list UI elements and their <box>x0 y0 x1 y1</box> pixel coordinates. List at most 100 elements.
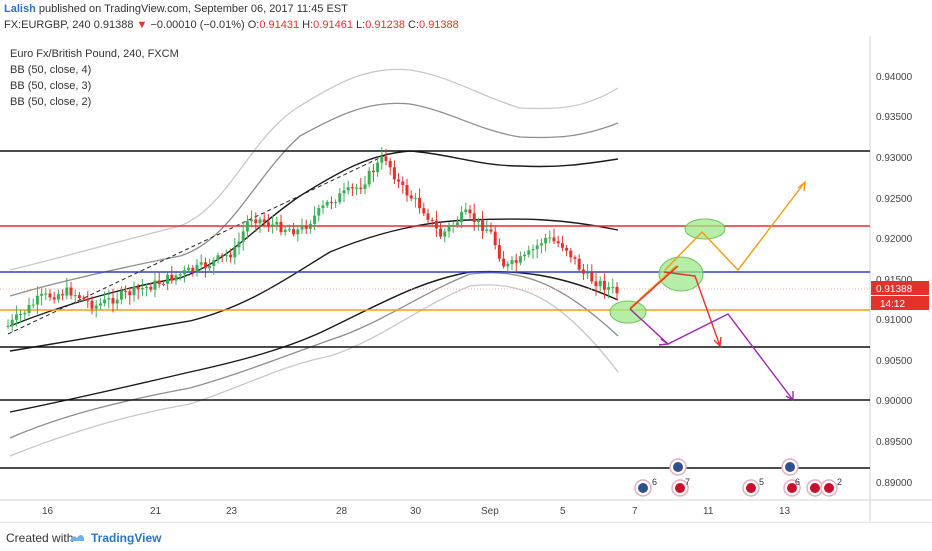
candle-body[interactable] <box>380 156 384 163</box>
candle-body[interactable] <box>229 254 233 258</box>
candle-body[interactable] <box>119 290 123 300</box>
candle-body[interactable] <box>157 280 161 284</box>
candle-body[interactable] <box>52 297 56 300</box>
candle-body[interactable] <box>434 220 438 229</box>
legend-item-bb3[interactable]: BB (50, close, 3) <box>10 80 92 92</box>
candle-body[interactable] <box>65 287 69 296</box>
orange-arrow-path[interactable] <box>664 181 806 272</box>
candle-body[interactable] <box>560 243 564 248</box>
candle-body[interactable] <box>224 254 228 256</box>
candle-body[interactable] <box>447 226 451 232</box>
candle-body[interactable] <box>346 187 350 191</box>
candle-body[interactable] <box>321 205 325 209</box>
candle-body[interactable] <box>237 241 241 248</box>
legend-item-bb2[interactable]: BB (50, close, 2) <box>10 96 92 108</box>
tradingview-brand-link[interactable]: TradingView <box>91 531 162 545</box>
candle-body[interactable] <box>283 229 287 233</box>
candle-body[interactable] <box>82 298 86 300</box>
candle-body[interactable] <box>153 280 157 290</box>
candle-body[interactable] <box>439 228 443 237</box>
candle-body[interactable] <box>27 304 31 313</box>
candle-body[interactable] <box>489 229 493 232</box>
candle-body[interactable] <box>94 305 98 309</box>
candle-body[interactable] <box>258 219 262 224</box>
candle-body[interactable] <box>502 258 506 267</box>
candle-body[interactable] <box>279 221 283 233</box>
candle-body[interactable] <box>48 293 52 298</box>
author-link[interactable]: Lalish <box>4 3 36 15</box>
purple-arrow-path[interactable] <box>629 308 794 401</box>
candle-body[interactable] <box>460 211 464 223</box>
candle-body[interactable] <box>19 314 23 316</box>
candle-body[interactable] <box>518 256 522 263</box>
candle-body[interactable] <box>6 325 10 327</box>
candle-body[interactable] <box>355 187 359 189</box>
candle-body[interactable] <box>313 215 317 224</box>
candle-body[interactable] <box>506 264 510 267</box>
projection-arrows[interactable] <box>629 180 806 402</box>
trend-line[interactable] <box>7 153 389 335</box>
candle-body[interactable] <box>405 185 409 196</box>
candle-body[interactable] <box>195 264 199 272</box>
candle-body[interactable] <box>392 167 396 180</box>
candle-body[interactable] <box>573 257 577 259</box>
candle-body[interactable] <box>334 202 338 204</box>
candle-body[interactable] <box>548 237 552 239</box>
candle-body[interactable] <box>371 170 375 173</box>
highlight-ellipse[interactable] <box>609 300 647 324</box>
candle-body[interactable] <box>426 213 430 220</box>
candle-body[interactable] <box>594 281 598 287</box>
candle-body[interactable] <box>90 300 94 309</box>
candle-body[interactable] <box>565 247 569 251</box>
candle-body[interactable] <box>317 208 321 216</box>
candle-body[interactable] <box>31 304 35 306</box>
candle-body[interactable] <box>178 274 182 276</box>
candle-body[interactable] <box>233 247 237 258</box>
candle-body[interactable] <box>544 237 548 244</box>
candle-body[interactable] <box>581 269 585 274</box>
candle-body[interactable] <box>308 223 312 229</box>
candle-body[interactable] <box>418 197 422 209</box>
candle-body[interactable] <box>266 222 270 226</box>
candle-body[interactable] <box>304 226 308 229</box>
candle-body[interactable] <box>342 190 346 194</box>
candle-body[interactable] <box>556 241 560 244</box>
candle-body[interactable] <box>510 260 514 265</box>
candle-body[interactable] <box>607 287 611 290</box>
candle-body[interactable] <box>98 303 102 306</box>
candlestick-series[interactable] <box>6 147 619 332</box>
candle-body[interactable] <box>329 202 333 204</box>
candle-body[interactable] <box>388 160 392 168</box>
candle-body[interactable] <box>409 195 413 199</box>
candle-body[interactable] <box>569 250 573 258</box>
candle-body[interactable] <box>132 286 136 296</box>
plot-background[interactable] <box>0 36 870 500</box>
candle-body[interactable] <box>598 280 602 287</box>
candle-body[interactable] <box>241 231 245 242</box>
candle-body[interactable] <box>199 262 203 265</box>
candle-body[interactable] <box>73 295 77 297</box>
candle-body[interactable] <box>287 229 291 231</box>
legend-item-bb4[interactable]: BB (50, close, 4) <box>10 64 92 76</box>
candle-body[interactable] <box>187 267 191 271</box>
candle-body[interactable] <box>216 255 220 261</box>
candle-body[interactable] <box>124 290 128 292</box>
candle-body[interactable] <box>481 219 485 231</box>
candle-body[interactable] <box>140 288 144 290</box>
candle-body[interactable] <box>602 280 606 290</box>
candle-body[interactable] <box>350 187 354 189</box>
candle-body[interactable] <box>523 254 527 257</box>
candle-body[interactable] <box>14 314 18 320</box>
candle-body[interactable] <box>338 193 342 203</box>
candle-body[interactable] <box>367 170 371 185</box>
horizontal-levels[interactable] <box>0 150 870 469</box>
candle-body[interactable] <box>166 274 170 284</box>
candle-body[interactable] <box>401 181 405 186</box>
price-axis[interactable]: 0.94000 0.93500 0.93000 0.92500 0.92000 … <box>876 72 913 489</box>
candle-body[interactable] <box>485 229 489 231</box>
candle-body[interactable] <box>514 260 518 263</box>
candle-body[interactable] <box>443 231 447 237</box>
candle-body[interactable] <box>472 213 476 222</box>
candle-body[interactable] <box>413 197 417 199</box>
candle-body[interactable] <box>44 293 48 295</box>
